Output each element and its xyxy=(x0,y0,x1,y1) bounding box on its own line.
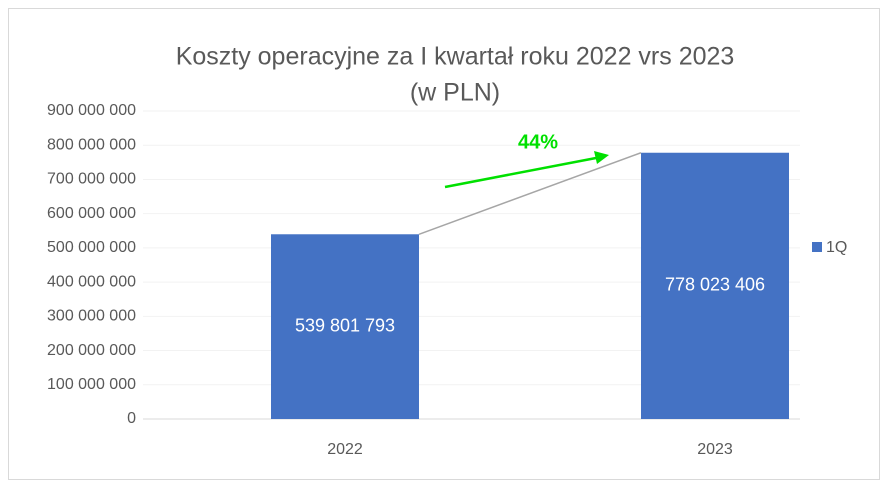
y-tick-label: 300 000 000 xyxy=(47,308,136,325)
y-tick-label: 800 000 000 xyxy=(47,136,136,153)
y-tick-label: 0 xyxy=(127,410,136,427)
y-tick-label: 200 000 000 xyxy=(47,342,136,359)
arrow-head xyxy=(594,151,609,164)
y-tick-label: 500 000 000 xyxy=(47,239,136,256)
arrow-shaft xyxy=(444,156,597,189)
legend-label: 1Q xyxy=(826,239,847,256)
x-tick-label: 2023 xyxy=(697,441,733,458)
y-tick-label: 400 000 000 xyxy=(47,273,136,290)
y-tick-label: 900 000 000 xyxy=(47,102,136,119)
bar xyxy=(641,152,789,419)
connector-line xyxy=(418,152,642,235)
bar xyxy=(271,234,419,419)
annotation: 44% xyxy=(518,131,558,153)
y-tick-label: 700 000 000 xyxy=(47,171,136,188)
y-tick-label: 100 000 000 xyxy=(47,376,136,393)
chart-border xyxy=(8,8,880,480)
chart-title: Koszty operacyjne za I kwartał roku 2022… xyxy=(176,43,735,71)
x-tick-label: 2022 xyxy=(327,441,363,458)
chart-title: (w PLN) xyxy=(410,79,500,107)
value-label: 778 023 406 xyxy=(665,275,765,295)
y-tick-label: 600 000 000 xyxy=(47,205,136,222)
value-label: 539 801 793 xyxy=(295,315,395,335)
legend-swatch xyxy=(812,242,822,252)
